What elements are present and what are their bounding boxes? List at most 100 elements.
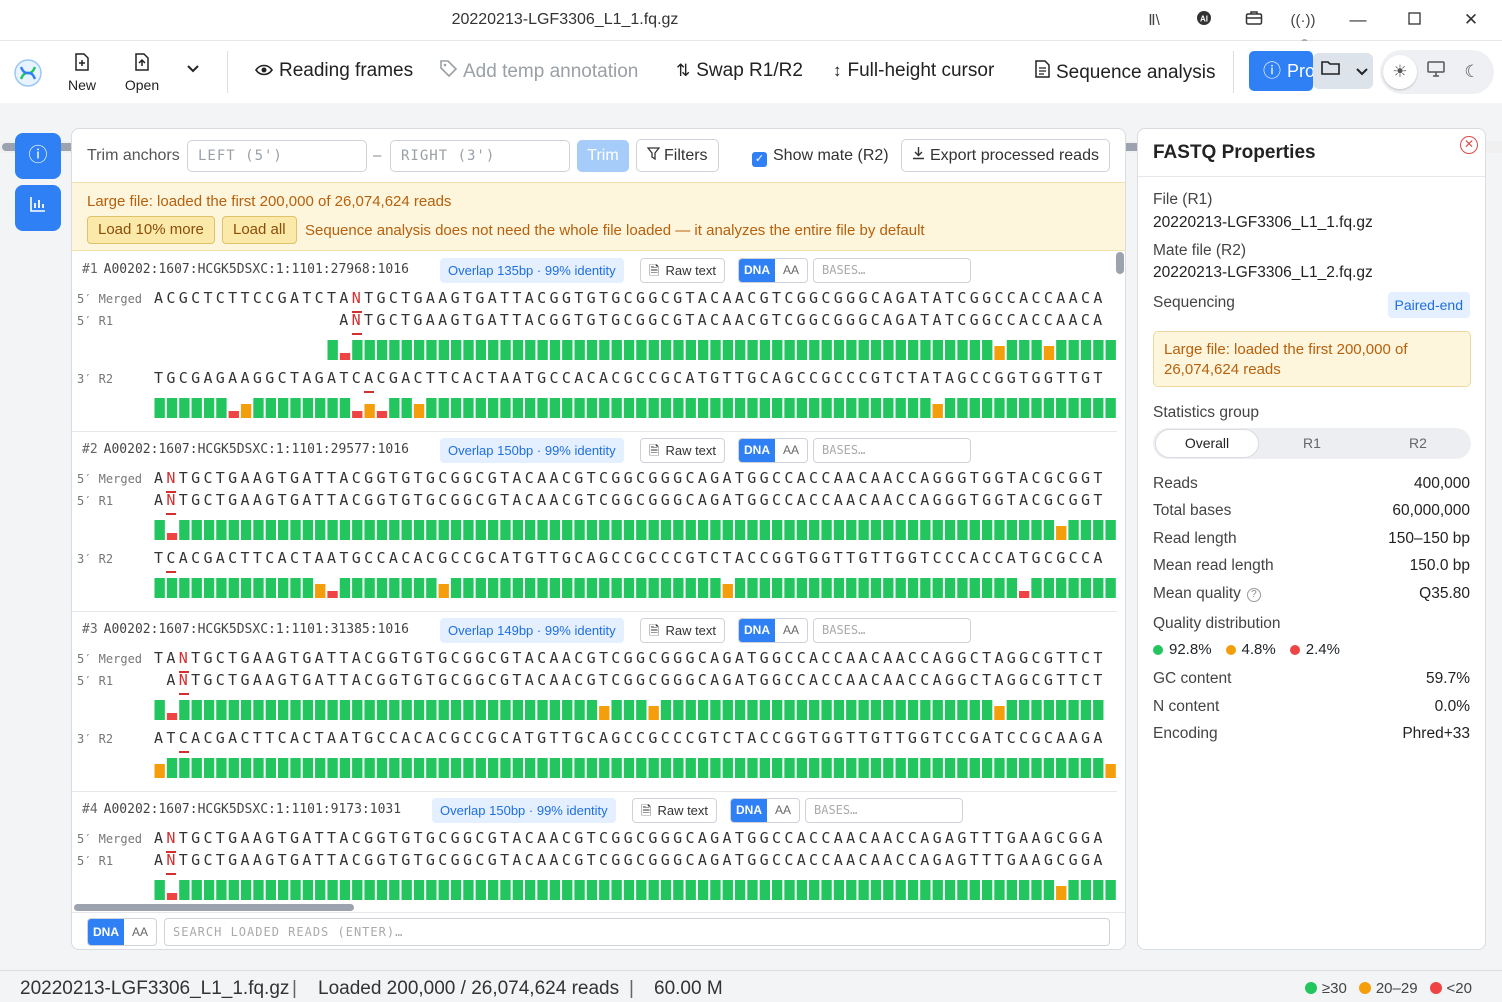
folder-menu-button[interactable] (1313, 53, 1373, 89)
open-button[interactable]: Open (122, 53, 162, 93)
quality-bar (623, 398, 635, 418)
quality-dist-value: 92.8% (1169, 641, 1212, 658)
quality-dist-value: 4.8% (1241, 641, 1276, 658)
sequence-analysis-button[interactable]: Sequence analysis (1035, 60, 1216, 84)
dna-mode-button[interactable]: DNA (739, 259, 775, 282)
right-anchor-input[interactable]: RIGHT (3') (390, 140, 570, 172)
quality-bar (191, 398, 202, 418)
quality-bar (784, 340, 795, 360)
dna-mode-button[interactable]: DNA (731, 799, 767, 822)
quality-bar (710, 520, 721, 540)
raw-text-button[interactable]: 🗎 Raw text (640, 618, 726, 643)
quality-dist-item: 92.8% (1153, 641, 1212, 658)
reading-frames-button[interactable]: Reading frames (255, 60, 413, 82)
quality-bar (562, 398, 573, 418)
group-r2-tab[interactable]: R2 (1409, 435, 1427, 451)
group-r1-tab[interactable]: R1 (1303, 435, 1321, 451)
aa-mode-button[interactable]: AA (782, 263, 799, 277)
quality-bar (747, 398, 758, 418)
dna-mode-button[interactable]: DNA (739, 619, 775, 642)
help-icon[interactable]: ? (1246, 588, 1261, 602)
r1-sequence: ANTGCTGAAGTGATTACGGTGTGCGGCGTACAACGTCGGC… (339, 311, 1106, 329)
chevron-down-icon[interactable] (186, 61, 200, 78)
dna-mode-button[interactable]: DNA (88, 919, 124, 945)
moon-icon[interactable]: ☾ (1464, 62, 1480, 81)
full-height-cursor-button[interactable]: ↕ Full-height cursor (833, 60, 995, 81)
show-mate-checkbox[interactable]: ✓ Show mate (R2) (752, 147, 889, 167)
quality-bar (907, 340, 919, 360)
status-separator: | (292, 978, 297, 999)
quality-bar (747, 578, 758, 598)
quality-bar (549, 520, 561, 540)
horizontal-scrollbar[interactable] (72, 902, 1125, 912)
bases-search-input[interactable]: BASES… (813, 258, 971, 283)
quality-distribution: 92.8% 4.8% 2.4% (1153, 641, 1354, 658)
broadcast-icon[interactable]: ((·)) (1286, 10, 1320, 46)
library-icon[interactable]: Ⅱ\ (1148, 12, 1160, 29)
dna-mode-button[interactable]: DNA (739, 439, 775, 462)
raw-text-label: Raw text (657, 803, 709, 818)
chart-panel-button[interactable] (15, 185, 61, 231)
quality-bar (1080, 578, 1092, 598)
quality-bar (228, 520, 239, 540)
load-more-button[interactable]: Load 10% more (87, 216, 215, 244)
vertical-scrollbar-thumb[interactable] (1116, 252, 1124, 274)
aa-mode-button[interactable]: AA (782, 623, 799, 637)
trim-button[interactable]: Trim (577, 140, 629, 172)
reads-list: #1 A00202:1607:HCGK5DSXC:1:1101:27968:101… (72, 252, 1117, 902)
briefcase-icon[interactable] (1243, 10, 1265, 32)
open-label: Open (124, 77, 160, 93)
quality-bar (673, 700, 684, 720)
load-all-button[interactable]: Load all (222, 216, 297, 244)
aa-mode-button[interactable]: AA (782, 443, 799, 457)
bases-search-input[interactable]: BASES… (813, 438, 971, 463)
quality-bar (512, 578, 523, 598)
quality-bar (240, 520, 252, 540)
bases-search-input[interactable]: BASES… (805, 798, 963, 823)
quality-bar (907, 578, 919, 598)
raw-text-button[interactable]: 🗎 Raw text (640, 438, 726, 463)
quality-bar (475, 340, 486, 360)
quality-bar (1006, 340, 1017, 360)
merged-row-label: 5′ Merged (77, 292, 143, 306)
quality-bar (932, 404, 943, 418)
pro-button[interactable]: ⓘ Pro (1249, 51, 1313, 91)
aa-mode-button[interactable]: AA (774, 803, 791, 817)
r1-sequence: ANTGCTGAAGTGATTACGGTGTGCGGCGTACAACGTCGGC… (154, 491, 1106, 509)
quality-bar (179, 520, 190, 540)
add-temp-annotation-button[interactable]: Add temp annotation (440, 60, 638, 83)
monitor-icon[interactable] (1419, 55, 1453, 89)
quality-bar (426, 700, 437, 720)
group-overall-tab[interactable]: Overall (1155, 429, 1259, 458)
quality-bar (821, 758, 832, 778)
close-panel-icon[interactable]: ✕ (1460, 136, 1478, 154)
scrollbar-thumb[interactable] (74, 904, 354, 911)
bases-search-input[interactable]: BASES… (813, 618, 971, 643)
quality-bar (858, 520, 869, 540)
ai-icon[interactable]: AI (1193, 10, 1215, 32)
new-button[interactable]: New (64, 53, 100, 93)
quality-bar (809, 700, 820, 720)
banner-note: Sequence analysis does not need the whol… (305, 222, 925, 239)
export-button[interactable]: Export processed reads (901, 139, 1110, 172)
swap-r1-r2-button[interactable]: ⇅ Swap R1/R2 (676, 60, 803, 81)
info-panel-button[interactable]: ⓘ (15, 133, 61, 179)
quality-bar (1105, 340, 1116, 360)
filters-button[interactable]: Filters (636, 139, 719, 172)
sun-icon[interactable]: ☀ (1383, 55, 1417, 89)
maximize-icon[interactable] (1390, 4, 1438, 36)
quality-bar (228, 880, 239, 900)
minimize-icon[interactable]: — (1349, 10, 1367, 29)
quality-bar (339, 700, 351, 720)
quality-bar (821, 340, 832, 360)
raw-text-button[interactable]: 🗎 Raw text (632, 798, 718, 823)
quality-bar (1043, 578, 1055, 598)
quality-bar (1019, 591, 1030, 598)
read-header: #3 A00202:1607:HCGK5DSXC:1:1101:31385:101… (82, 622, 409, 637)
left-anchor-input[interactable]: LEFT (5') (187, 140, 367, 172)
quality-bar (364, 404, 375, 418)
aa-mode-button[interactable]: AA (131, 925, 148, 939)
close-icon[interactable]: ✕ (1463, 10, 1479, 29)
raw-text-button[interactable]: 🗎 Raw text (640, 258, 726, 283)
search-input[interactable]: SEARCH LOADED READS (ENTER)… (164, 918, 1110, 946)
